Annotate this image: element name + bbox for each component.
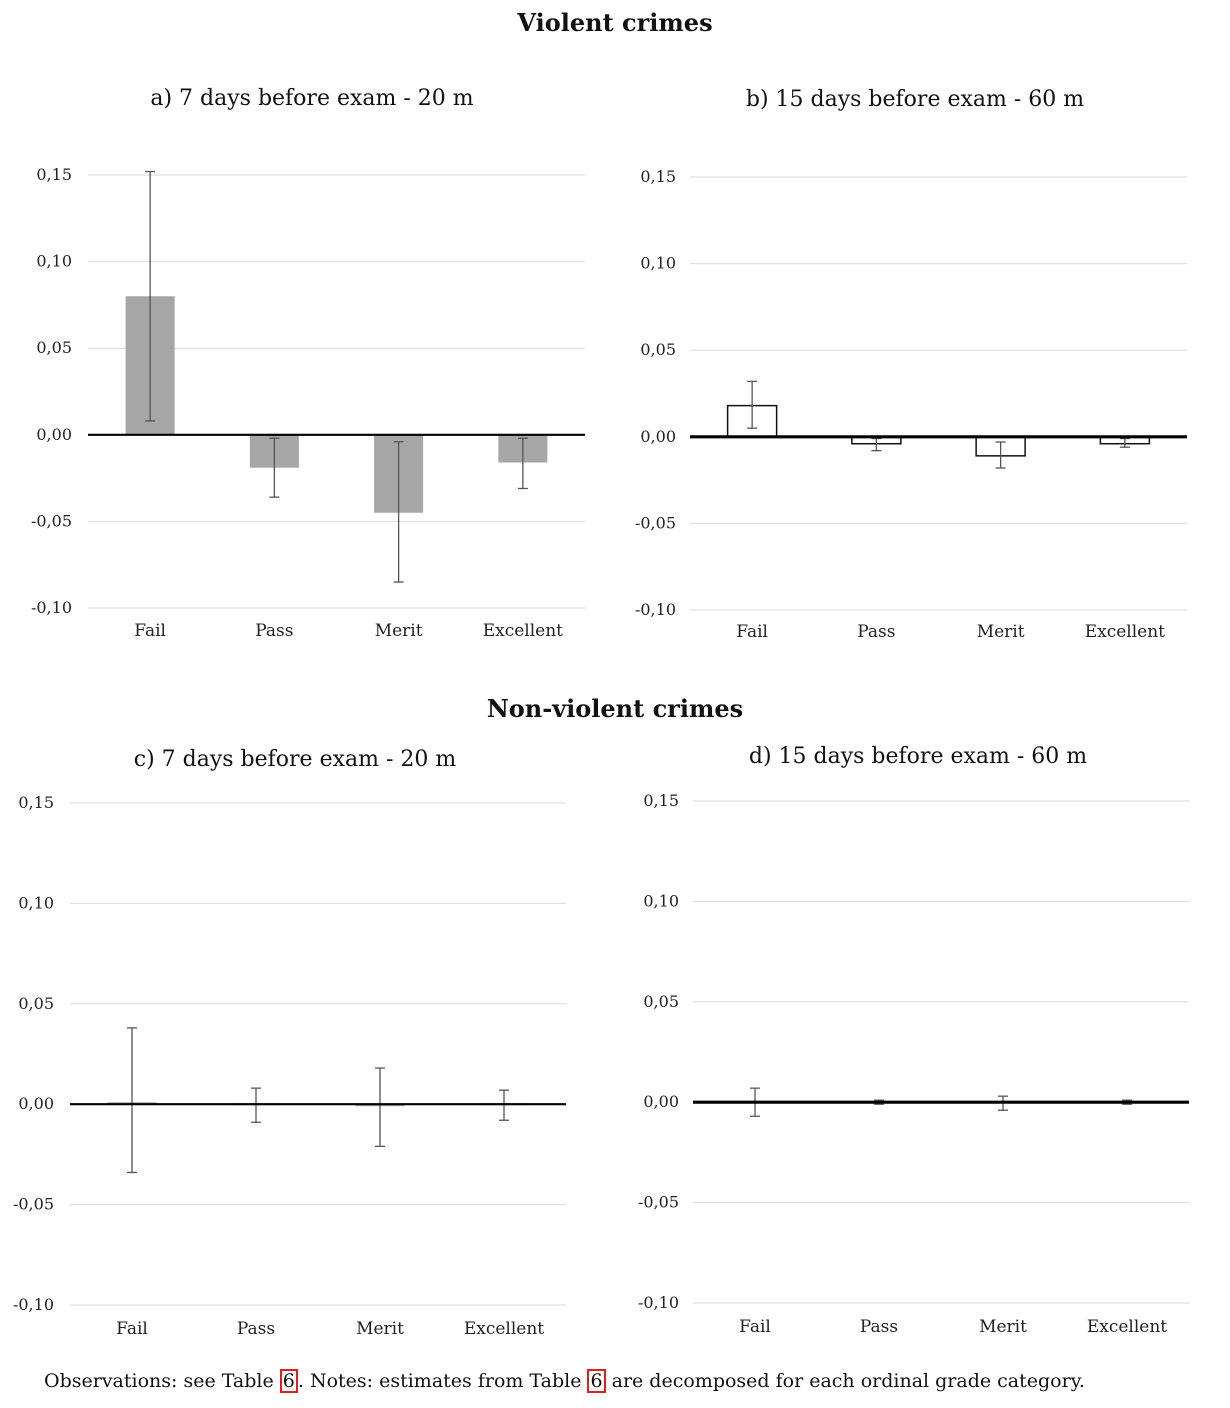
x-category-label: Excellent xyxy=(483,621,563,641)
y-tick-label: 0,15 xyxy=(36,165,72,184)
y-tick-label: -0,10 xyxy=(635,600,676,619)
y-tick-label: 0,05 xyxy=(36,338,72,357)
section-title-violent: Violent crimes xyxy=(517,8,713,37)
x-category-label: Merit xyxy=(977,622,1025,642)
y-tick-label: 0,05 xyxy=(643,992,679,1011)
y-tick-label: -0,05 xyxy=(635,513,676,532)
y-tick-label: -0,10 xyxy=(13,1295,54,1314)
y-tick-label: 0,00 xyxy=(36,425,72,444)
x-category-label: Merit xyxy=(979,1317,1027,1337)
y-tick-label: 0,15 xyxy=(640,167,676,186)
caption-text-2: . Notes: estimates from Table xyxy=(297,1370,588,1392)
figure-caption: Observations: see Table 6. Notes: estima… xyxy=(44,1369,1224,1393)
x-category-label: Fail xyxy=(116,1319,148,1339)
x-category-label: Excellent xyxy=(1085,622,1165,642)
y-tick-label: 0,05 xyxy=(640,340,676,359)
y-tick-label: -0,10 xyxy=(638,1293,679,1312)
caption-text-3: are decomposed for each ordinal grade ca… xyxy=(605,1370,1085,1392)
x-category-label: Pass xyxy=(237,1319,275,1339)
y-tick-label: -0,05 xyxy=(31,511,72,530)
chart-title: d) 15 days before exam - 60 m xyxy=(749,744,1087,769)
y-tick-label: 0,00 xyxy=(640,427,676,446)
y-tick-label: -0,05 xyxy=(638,1193,679,1212)
table-ref-link-1[interactable]: 6 xyxy=(279,1369,298,1393)
x-category-label: Pass xyxy=(860,1317,898,1337)
x-category-label: Excellent xyxy=(1087,1317,1167,1337)
y-tick-label: 0,15 xyxy=(643,791,679,810)
section-title-nonviolent: Non-violent crimes xyxy=(486,694,744,723)
y-tick-label: 0,00 xyxy=(18,1094,54,1113)
y-tick-label: 0,10 xyxy=(643,891,679,910)
x-category-label: Merit xyxy=(356,1319,404,1339)
y-tick-label: 0,00 xyxy=(643,1092,679,1111)
chart-title: b) 15 days before exam - 60 m xyxy=(746,87,1084,112)
chart-title: a) 7 days before exam - 20 m xyxy=(150,86,473,111)
x-category-label: Fail xyxy=(736,622,768,642)
y-tick-label: -0,10 xyxy=(31,598,72,617)
chart-title: c) 7 days before exam - 20 m xyxy=(134,747,457,772)
x-category-label: Pass xyxy=(255,621,293,641)
y-tick-label: 0,15 xyxy=(18,793,54,812)
x-category-label: Fail xyxy=(134,621,166,641)
y-tick-label: 0,10 xyxy=(36,252,72,271)
y-tick-label: -0,05 xyxy=(13,1195,54,1214)
y-tick-label: 0,05 xyxy=(18,994,54,1013)
table-ref-link-2[interactable]: 6 xyxy=(587,1369,606,1393)
x-category-label: Merit xyxy=(375,621,423,641)
y-tick-label: 0,10 xyxy=(640,254,676,273)
x-category-label: Excellent xyxy=(464,1319,544,1339)
caption-text-1: Observations: see Table xyxy=(44,1370,280,1392)
x-category-label: Fail xyxy=(739,1317,771,1337)
y-tick-label: 0,10 xyxy=(18,893,54,912)
x-category-label: Pass xyxy=(857,622,895,642)
